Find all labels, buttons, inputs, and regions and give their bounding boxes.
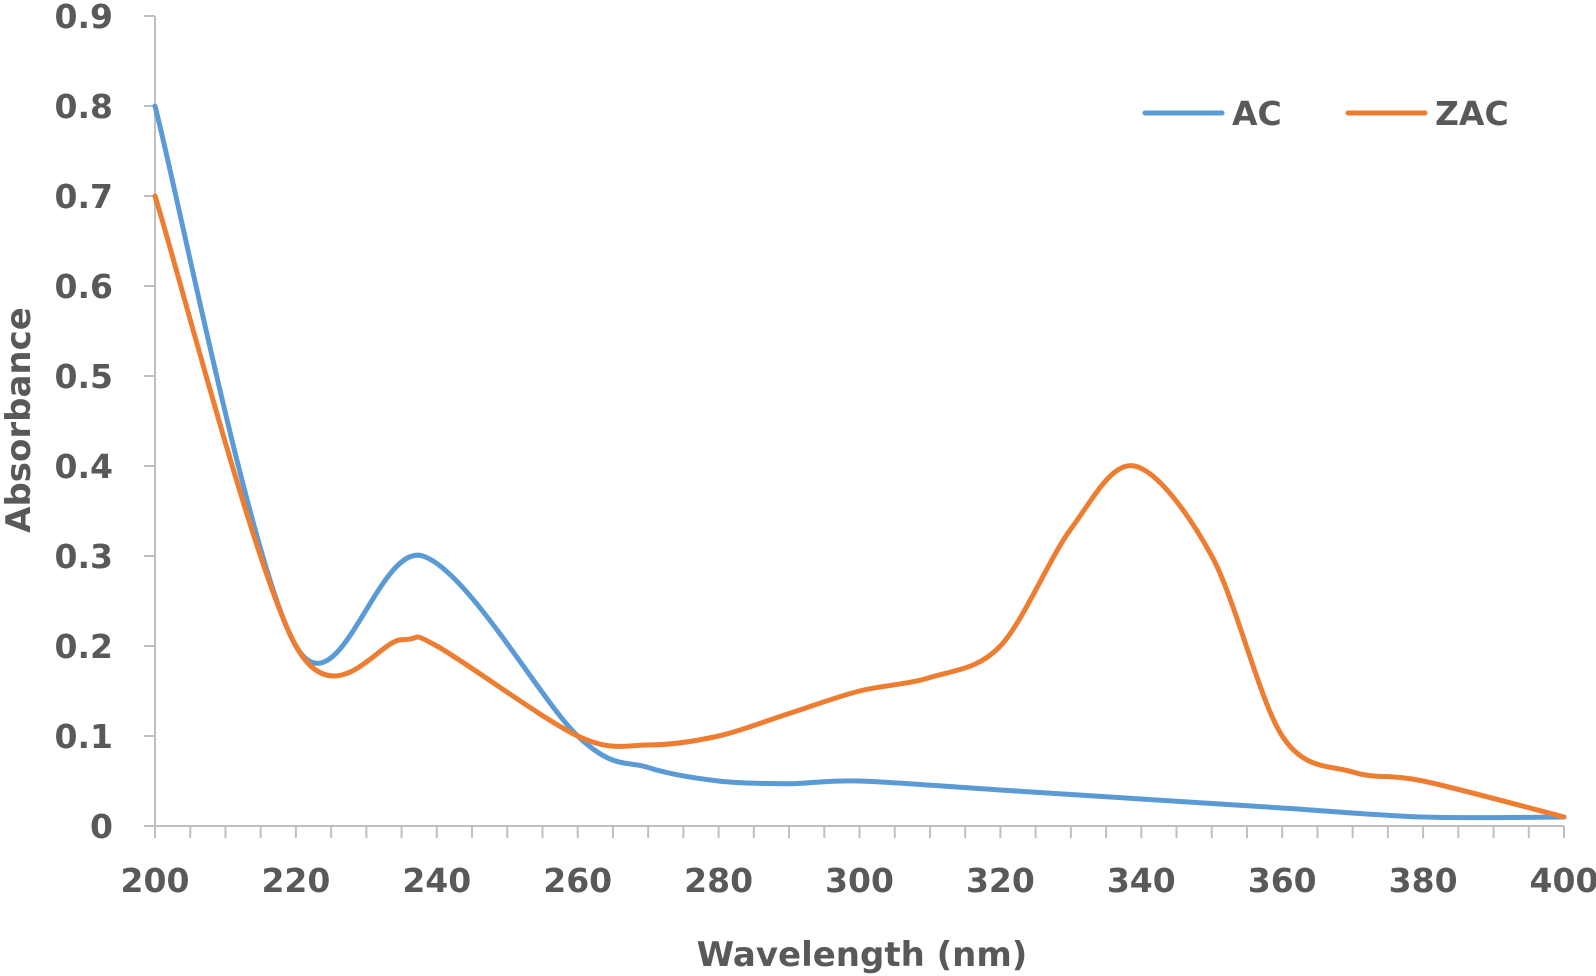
legend-label-zac: ZAC [1435,94,1509,133]
y-tick-label: 0.3 [55,537,113,576]
x-tick-label: 220 [261,861,330,900]
legend: AC ZAC [1142,94,1509,133]
x-tick-label: 260 [543,861,612,900]
series-line-zac [152,193,1567,820]
y-tick-label: 0.7 [55,177,113,216]
y-tick-label: 0.8 [55,87,113,126]
x-tick-label: 240 [402,861,471,900]
y-axis-title: Absorbance [0,307,39,533]
x-tick-label: 360 [1248,861,1317,900]
x-tick-label: 280 [684,861,753,900]
x-axis-title: Wavelength (nm) [697,935,1028,975]
y-tick-label: 0.6 [55,267,113,306]
y-tick-label: 0.4 [55,447,113,486]
x-tick-label: 320 [966,861,1035,900]
legend-label-ac: AC [1232,94,1282,133]
x-tick-label: 380 [1389,861,1458,900]
axes: 0 0.1 0.2 0.3 0.4 0.5 0.6 0.7 0.8 0.9 200 220 240 260… [55,0,1596,900]
x-tick-label: 300 [825,861,894,900]
y-tick-label: 0 [90,807,113,846]
series-line-ac [152,103,1567,821]
plot-area [152,103,1567,821]
y-tick-label: 0.1 [55,717,113,756]
x-tick-label: 400 [1530,861,1596,900]
y-tick-label: 0.5 [55,357,113,396]
y-tick-label: 0.2 [55,627,113,666]
x-tick-label: 200 [121,861,190,900]
y-tick-label: 0.9 [55,0,113,36]
x-tick-label: 340 [1107,861,1176,900]
